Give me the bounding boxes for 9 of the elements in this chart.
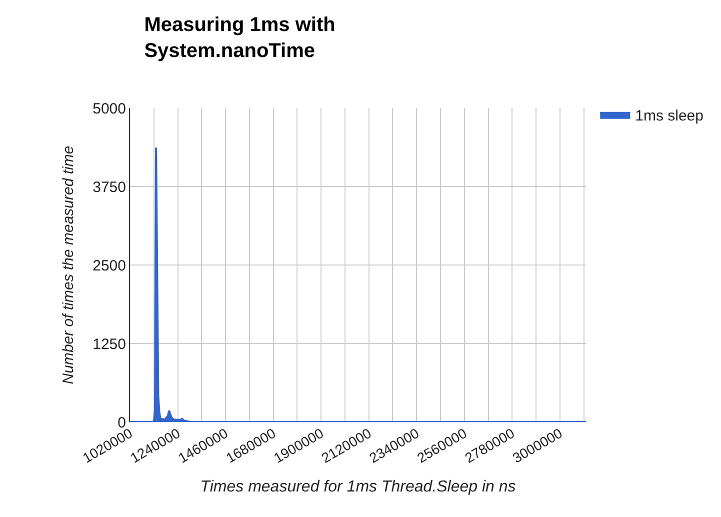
legend-label: 1ms sleep — [635, 108, 704, 125]
y-tick-label: 2500 — [92, 257, 126, 274]
y-tick-label: 5000 — [92, 100, 126, 118]
chart-title: Measuring 1ms with System.nanoTime — [144, 14, 336, 62]
y-tick-label: 1250 — [92, 336, 126, 353]
y-tick-label: 0 — [118, 414, 126, 432]
x-axis-title: Times measured for 1ms Thread.Sleep in ns — [200, 478, 516, 496]
y-tick-label: 3750 — [92, 178, 126, 196]
y-axis-title: Number of times the measured time — [60, 146, 77, 384]
